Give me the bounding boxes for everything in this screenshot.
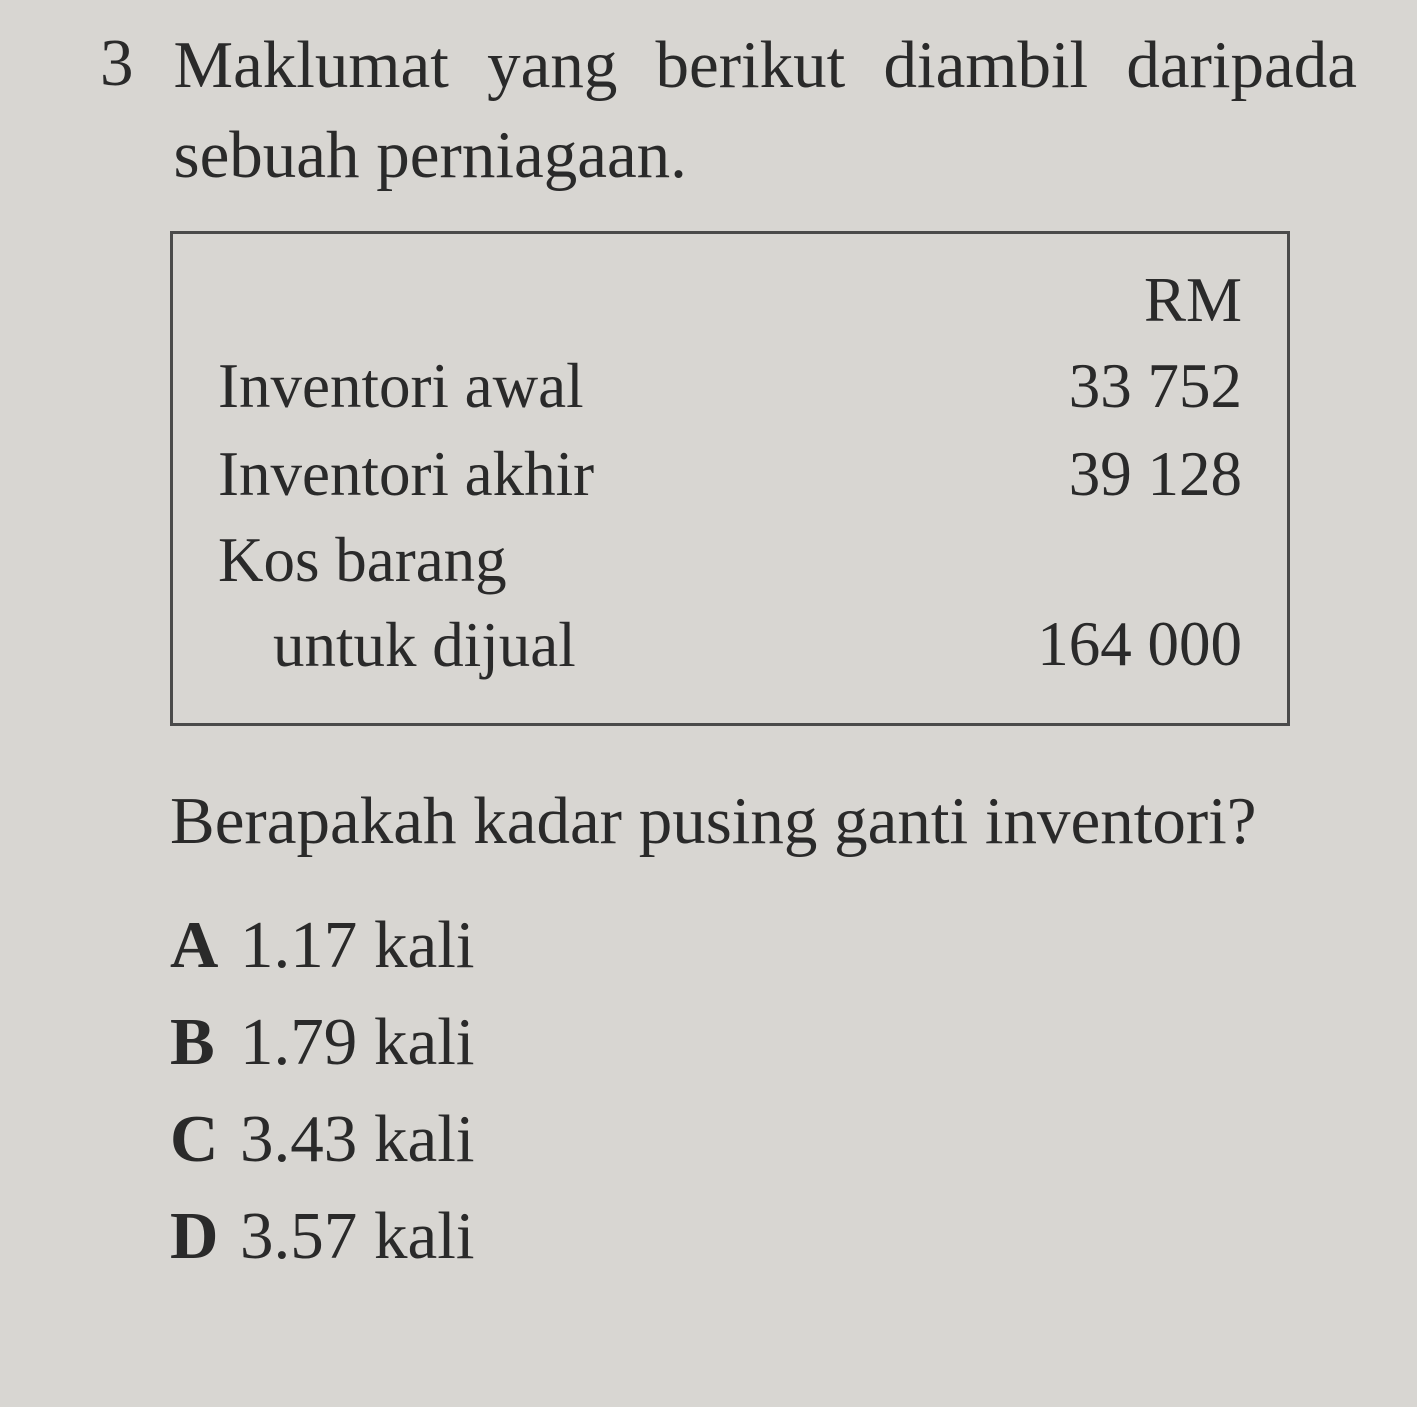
option-letter: B — [170, 994, 240, 1091]
option-a: A 1.17 kali — [170, 897, 1357, 994]
question-header: 3 Maklumat yang berikut diambil daripada… — [100, 20, 1357, 201]
option-text: 3.57 kali — [240, 1188, 1357, 1285]
option-letter: D — [170, 1188, 240, 1285]
table-label: Inventori awal — [218, 342, 1069, 430]
table-value: 39 128 — [1069, 430, 1242, 518]
table-label-line: untuk dijual — [218, 603, 1037, 688]
option-c: C 3.43 kali — [170, 1091, 1357, 1188]
table-currency-header: RM — [218, 264, 1242, 337]
sub-question: Berapakah kadar pusing ganti inventori? — [170, 776, 1357, 866]
question-number: 3 — [100, 20, 134, 107]
data-table: RM Inventori awal 33 752 Inventori akhir… — [170, 231, 1290, 726]
table-value: 33 752 — [1069, 342, 1242, 430]
table-value: 164 000 — [1037, 600, 1242, 688]
table-label-line: Kos barang — [218, 518, 1037, 603]
table-label: Inventori akhir — [218, 430, 1069, 518]
table-row: Inventori akhir 39 128 — [218, 430, 1242, 518]
table-row: Inventori awal 33 752 — [218, 342, 1242, 430]
options-list: A 1.17 kali B 1.79 kali C 3.43 kali D 3.… — [170, 897, 1357, 1286]
option-text: 1.79 kali — [240, 994, 1357, 1091]
question-text: Maklumat yang berikut diambil daripada s… — [174, 20, 1358, 201]
option-d: D 3.57 kali — [170, 1188, 1357, 1285]
option-text: 3.43 kali — [240, 1091, 1357, 1188]
option-text: 1.17 kali — [240, 897, 1357, 994]
option-b: B 1.79 kali — [170, 994, 1357, 1091]
option-letter: C — [170, 1091, 240, 1188]
option-letter: A — [170, 897, 240, 994]
table-row: Kos barang untuk dijual 164 000 — [218, 518, 1242, 688]
table-label: Kos barang untuk dijual — [218, 518, 1037, 688]
